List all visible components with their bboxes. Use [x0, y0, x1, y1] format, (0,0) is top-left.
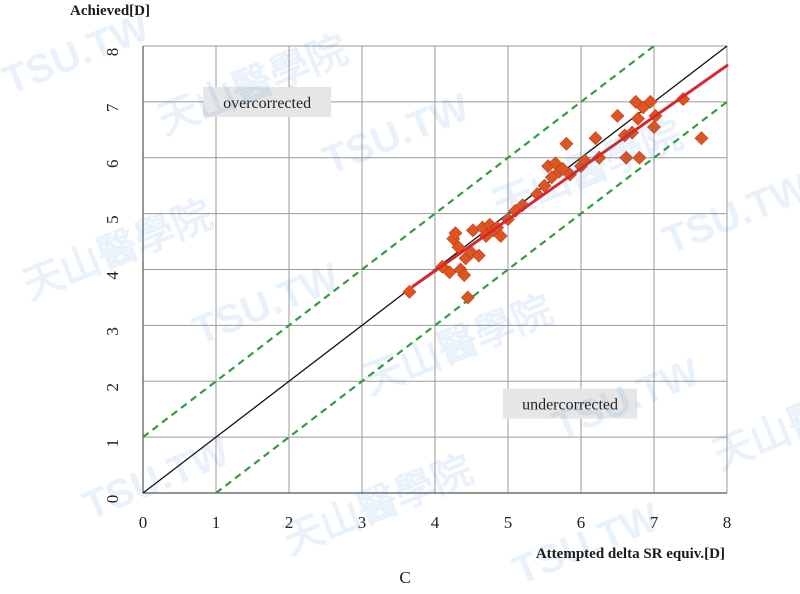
x-tick-label: 6	[577, 513, 586, 532]
y-axis-title: Achieved[D]	[70, 3, 150, 19]
y-tick-label: 4	[103, 271, 122, 280]
x-tick-label: 2	[285, 513, 294, 532]
y-tick-label: 5	[103, 215, 122, 224]
x-tick-label: 4	[431, 513, 440, 532]
y-tick-label: 0	[103, 495, 122, 504]
watermark-text: TSU.TW	[0, 5, 156, 103]
annotation-undercorrected: undercorrected	[522, 397, 618, 414]
data-point	[457, 268, 472, 283]
y-tick-label: 7	[103, 103, 122, 112]
x-tick-label: 1	[212, 513, 221, 532]
y-tick-label: 3	[103, 327, 122, 336]
data-points	[402, 92, 709, 305]
data-point	[442, 265, 457, 280]
data-point	[471, 248, 486, 263]
data-point	[559, 136, 574, 151]
data-point	[694, 131, 709, 146]
x-tick-label: 3	[358, 513, 367, 532]
data-point	[647, 120, 661, 134]
tick-labels: 0 1 2 3 4 5 6 7 8 0 1 2 3 4 5 6 7 8	[103, 48, 731, 532]
y-tick-label: 1	[103, 439, 122, 448]
fit-line-group	[411, 64, 729, 288]
x-tick-label: 0	[139, 513, 148, 532]
data-point	[588, 131, 603, 146]
data-point	[632, 150, 647, 165]
data-point	[448, 226, 463, 241]
annotations: overcorrected undercorrected	[203, 86, 638, 419]
y-tick-label: 8	[103, 48, 122, 57]
annotation-box-overcorrected	[203, 86, 332, 117]
y-tick-label: 6	[103, 160, 122, 169]
data-point	[610, 108, 625, 123]
data-point	[631, 111, 645, 126]
data-point	[619, 150, 634, 165]
watermark-text: TSU.TW	[507, 495, 666, 593]
x-tick-label: 8	[723, 513, 732, 532]
x-tick-label: 5	[504, 513, 513, 532]
data-point	[493, 229, 508, 243]
fit-line	[411, 64, 729, 288]
y-tick-label: 2	[103, 383, 122, 392]
data-point	[643, 94, 658, 109]
x-tick-label: 7	[650, 513, 659, 532]
annotation-box-undercorrected	[503, 388, 638, 419]
data-point	[460, 290, 475, 305]
x-axis-title: Attempted delta SR equiv.[D]	[536, 546, 725, 562]
annotation-overcorrected: overcorrected	[223, 95, 311, 112]
panel-label: C	[399, 568, 410, 587]
data-point	[402, 284, 417, 299]
axes	[142, 46, 727, 494]
